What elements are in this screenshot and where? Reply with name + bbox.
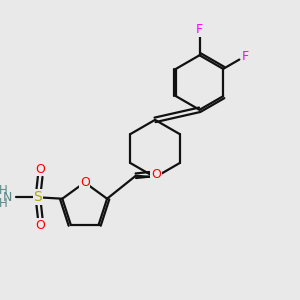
Text: N: N	[150, 171, 160, 184]
Text: N: N	[3, 191, 12, 204]
Text: F: F	[196, 23, 203, 36]
Text: O: O	[151, 168, 161, 181]
Text: O: O	[80, 176, 90, 189]
Text: O: O	[35, 163, 45, 176]
Text: H: H	[0, 197, 8, 210]
Text: H: H	[0, 184, 8, 197]
Text: S: S	[34, 190, 42, 204]
Text: O: O	[35, 219, 45, 232]
Text: F: F	[242, 50, 249, 63]
